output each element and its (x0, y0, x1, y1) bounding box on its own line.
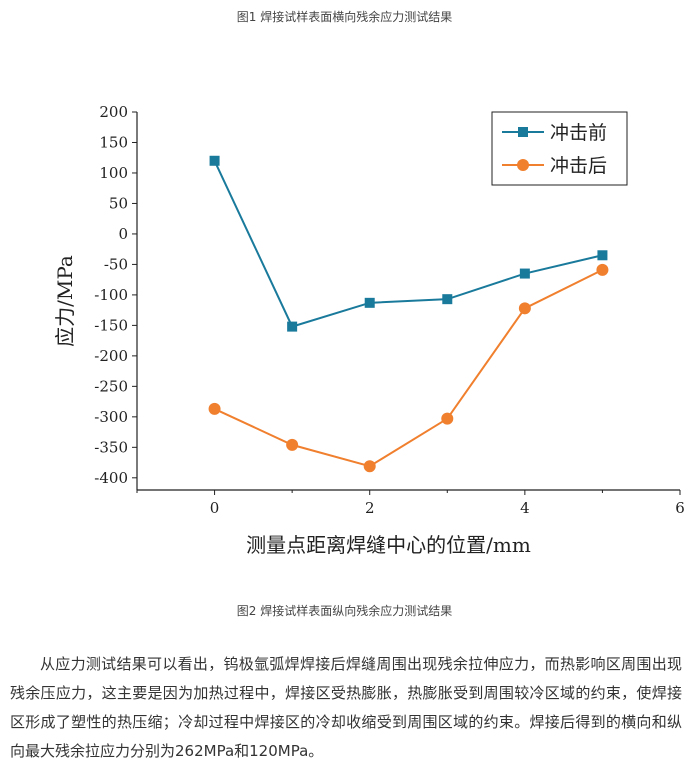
series-line-2 (214, 269, 603, 468)
data-point-circle (596, 263, 609, 276)
data-point-circle (286, 438, 299, 451)
y-tick-label: -400 (94, 469, 128, 487)
data-point-circle (518, 302, 531, 315)
series-line-1 (213, 160, 603, 328)
y-tick-label: -350 (94, 438, 128, 456)
y-tick-label: -250 (94, 377, 128, 395)
legend-marker-circle (517, 159, 529, 171)
data-point-circle (441, 412, 454, 425)
data-point-square (287, 321, 298, 332)
legend-label: 冲击后 (550, 155, 607, 177)
body-paragraph: 从应力测试结果可以看出，钨极氩弧焊焊接后焊缝周围出现残余拉伸应力，而热影响区周围… (10, 655, 682, 760)
y-tick-label: -150 (94, 316, 128, 334)
y-tick-label: 200 (99, 103, 128, 121)
y-tick-label: -100 (94, 286, 128, 304)
chart-series (208, 155, 609, 473)
legend-marker-square (518, 127, 528, 137)
y-tick-label: -50 (104, 255, 128, 273)
legend-label: 冲击前 (550, 122, 607, 144)
data-point-square (597, 250, 608, 261)
figure-caption-1: 图1 焊接试样表面横向残余应力测试结果 (236, 10, 453, 24)
y-tick-label: -200 (94, 347, 128, 365)
x-tick-label: 4 (520, 499, 530, 517)
data-point-square (209, 155, 220, 166)
y-tick-label: 150 (99, 133, 128, 151)
data-point-circle (208, 402, 221, 415)
y-tick-label: -300 (94, 408, 128, 426)
data-point-square (519, 268, 530, 279)
data-point-square (364, 297, 375, 308)
x-tick-label: 6 (675, 499, 685, 517)
y-tick-label: 50 (109, 194, 128, 212)
data-point-square (442, 294, 453, 305)
figure-caption-2: 图2 焊接试样表面纵向残余应力测试结果 (236, 604, 453, 618)
x-tick-label: 2 (365, 499, 375, 517)
line-chart: 200 150 100 50 0 -50 -100 -150 -200 -250 -300 -350 -… (53, 103, 685, 557)
data-point-circle (363, 460, 376, 473)
chart-axes: 200 150 100 50 0 -50 -100 -150 -200 -250 -300 -350 -… (94, 103, 684, 517)
y-axis-label: 应力/MPa (53, 255, 77, 347)
legend-box (491, 111, 628, 186)
y-tick-label: 0 (118, 225, 128, 243)
x-axis-label: 测量点距离焊缝中心的位置/mm (246, 533, 531, 557)
x-tick-label: 0 (210, 499, 220, 517)
y-tick-label: 100 (99, 164, 128, 182)
